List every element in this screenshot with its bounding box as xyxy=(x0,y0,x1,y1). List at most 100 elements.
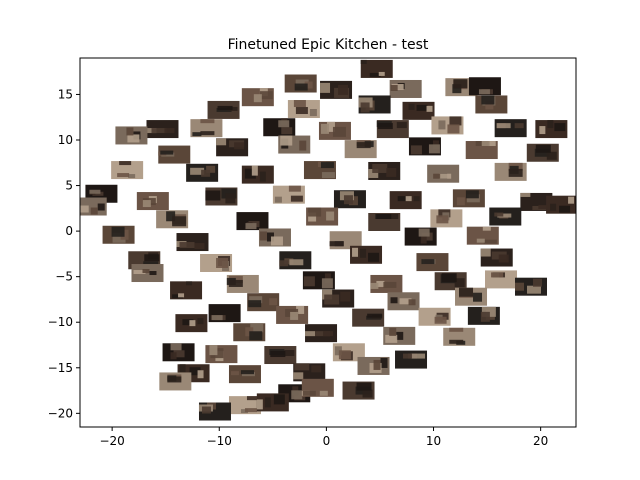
data-point xyxy=(360,59,393,78)
data-point xyxy=(200,254,233,272)
data-point xyxy=(418,307,451,326)
data-point xyxy=(293,363,326,382)
data-point xyxy=(208,304,241,323)
data-point xyxy=(146,120,179,139)
y-tick-label: 10 xyxy=(58,133,73,147)
data-point xyxy=(404,227,437,246)
data-point xyxy=(236,212,269,231)
data-point xyxy=(136,192,169,211)
data-point xyxy=(383,326,416,345)
data-point xyxy=(80,197,107,216)
data-point xyxy=(302,271,335,290)
y-tick-label: 5 xyxy=(65,179,73,193)
data-point xyxy=(276,305,309,324)
data-point xyxy=(263,118,296,137)
data-point xyxy=(264,346,297,365)
data-point xyxy=(102,225,135,244)
data-point xyxy=(515,277,548,296)
data-point xyxy=(156,210,189,229)
data-point xyxy=(475,95,508,114)
x-tick-label: 0 xyxy=(323,434,331,448)
data-point xyxy=(158,145,191,164)
data-point xyxy=(115,126,148,145)
data-point xyxy=(305,324,338,343)
data-point xyxy=(408,137,441,156)
data-point xyxy=(402,101,435,120)
data-point xyxy=(322,289,355,308)
data-point xyxy=(468,77,501,96)
data-point xyxy=(279,251,312,270)
chart-title: Finetuned Epic Kitchen - test xyxy=(228,37,429,53)
data-point xyxy=(205,187,238,206)
y-axis: −20 −15 −10 −5 0 5 10 15 xyxy=(48,87,80,420)
data-point xyxy=(395,350,428,369)
data-point xyxy=(358,95,391,114)
data-point xyxy=(170,281,203,300)
data-point xyxy=(241,88,274,107)
data-point xyxy=(247,293,280,312)
data-point xyxy=(344,140,377,159)
data-point xyxy=(303,161,336,180)
x-tick-label: 10 xyxy=(426,434,441,448)
data-point xyxy=(526,143,559,162)
data-point xyxy=(466,226,499,245)
data-point xyxy=(205,345,238,364)
data-point xyxy=(228,396,261,415)
data-point xyxy=(480,248,513,267)
data-point xyxy=(329,231,362,250)
y-tick-label: 0 xyxy=(65,224,73,238)
data-point xyxy=(233,323,266,342)
y-tick-label: −15 xyxy=(48,361,73,375)
y-tick-label: −5 xyxy=(55,270,73,284)
data-point xyxy=(272,185,305,204)
plot-area xyxy=(80,59,576,421)
data-point xyxy=(494,119,527,138)
data-point xyxy=(216,138,249,157)
data-point xyxy=(443,327,476,346)
plot-frame xyxy=(79,57,577,428)
data-point xyxy=(489,207,522,226)
data-point xyxy=(494,162,527,181)
data-point xyxy=(284,74,317,93)
data-point xyxy=(467,306,500,325)
data-marks xyxy=(80,59,576,421)
data-point xyxy=(368,213,401,231)
data-point xyxy=(241,165,274,184)
data-point xyxy=(350,245,383,264)
data-point xyxy=(159,372,192,391)
data-point xyxy=(368,161,401,180)
data-point xyxy=(370,274,403,293)
y-tick-label: 15 xyxy=(58,87,73,101)
data-point xyxy=(131,264,164,283)
data-point xyxy=(431,116,464,135)
data-point xyxy=(546,195,576,214)
y-tick-label: −20 xyxy=(48,406,73,420)
y-tick-label: −10 xyxy=(48,315,73,329)
data-point xyxy=(416,253,449,272)
data-point xyxy=(455,287,488,306)
x-axis: −20 −10 0 10 20 xyxy=(99,427,548,448)
data-point xyxy=(176,233,209,252)
x-tick-label: −20 xyxy=(99,434,124,448)
data-point xyxy=(485,270,518,289)
x-tick-label: −10 xyxy=(207,434,232,448)
data-point xyxy=(190,119,223,138)
data-point xyxy=(162,343,195,362)
data-point xyxy=(376,120,409,139)
data-point xyxy=(427,164,460,183)
data-point xyxy=(287,100,320,119)
data-point xyxy=(465,141,498,160)
data-point xyxy=(430,209,463,228)
data-point xyxy=(357,356,390,375)
data-point xyxy=(301,378,334,397)
data-point xyxy=(320,80,353,99)
data-point xyxy=(228,365,261,384)
data-point xyxy=(226,274,259,293)
data-point xyxy=(342,381,375,400)
data-point xyxy=(332,343,365,362)
data-point xyxy=(198,402,231,421)
data-point xyxy=(387,292,420,311)
data-point xyxy=(186,163,219,182)
